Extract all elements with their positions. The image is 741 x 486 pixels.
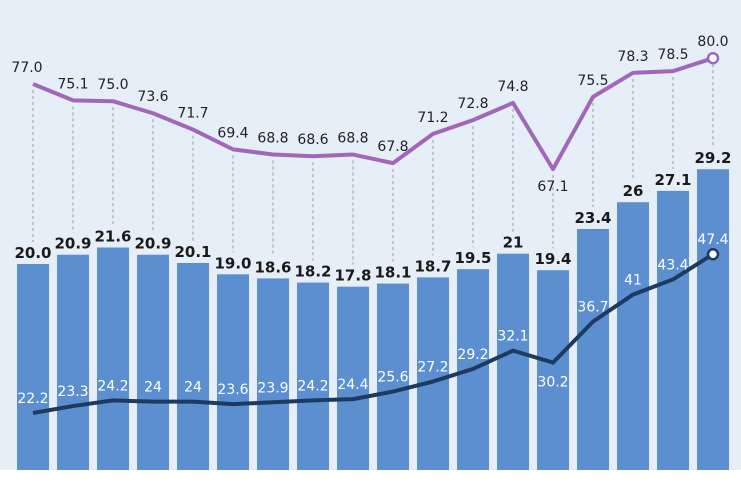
- bottom-line: [32, 252, 715, 415]
- bar-value-label: 18.7: [414, 257, 451, 275]
- bar-value-label: 27.1: [654, 171, 691, 189]
- bar: [297, 282, 329, 470]
- top-line-label: 77.0: [11, 60, 42, 76]
- top-line-label: 68.8: [257, 131, 288, 147]
- bar-value-label: 20.9: [54, 235, 91, 253]
- bottom-line-label: 24.2: [97, 378, 128, 394]
- bottom-line-label: 30.2: [537, 375, 568, 391]
- bar: [497, 253, 529, 470]
- bottom-line-label: 24.4: [337, 377, 368, 393]
- bar-value-label: 19.0: [214, 254, 251, 272]
- bottom-line-label: 36.7: [577, 300, 608, 316]
- top-line-label: 75.1: [57, 76, 88, 92]
- bottom-line-label: 43.4: [657, 257, 688, 273]
- bar-value-label: 17.8: [334, 267, 371, 285]
- top-line-label: 71.2: [417, 110, 448, 126]
- bar: [337, 286, 369, 470]
- bar-value-label: 23.4: [574, 209, 611, 227]
- bottom-line-label: 23.3: [57, 384, 88, 400]
- bottom-line-label: 23.9: [257, 380, 288, 396]
- bar: [377, 283, 409, 470]
- bar-value-label: 26: [623, 182, 644, 200]
- bar-value-label: 18.2: [294, 263, 331, 281]
- bottom-line-label: 47.4: [697, 232, 728, 248]
- bar-value-label: 20.1: [174, 243, 211, 261]
- top-line-label: 80.0: [697, 34, 728, 50]
- top-line-label: 71.7: [177, 106, 208, 122]
- bar: [57, 254, 89, 470]
- bar: [17, 264, 49, 470]
- bar: [257, 278, 289, 470]
- top-line-label: 78.5: [657, 47, 688, 63]
- bar-value-label: 21: [503, 234, 524, 252]
- top-line-end-marker: [706, 51, 720, 65]
- bar-value-label: 29.2: [694, 149, 731, 167]
- bar: [217, 274, 249, 470]
- bottom-line-label: 29.2: [457, 347, 488, 363]
- bottom-line-label: 22.2: [17, 391, 48, 407]
- top-line-label: 75.5: [577, 73, 608, 89]
- bar: [177, 262, 209, 470]
- bottom-line-label: 41: [624, 273, 642, 289]
- bar: [97, 247, 129, 470]
- top-line-label: 78.3: [617, 49, 648, 65]
- bottom-line-label: 24.2: [297, 378, 328, 394]
- bar: [577, 228, 609, 470]
- top-line-label: 68.8: [337, 131, 368, 147]
- bar: [417, 277, 449, 470]
- bar-value-label: 21.6: [94, 228, 131, 246]
- baseline-strip: [0, 470, 741, 486]
- bar-value-label: 20.9: [134, 235, 171, 253]
- bottom-line-label: 32.1: [497, 329, 528, 345]
- top-line: [32, 56, 714, 172]
- top-line-label: 74.8: [497, 79, 528, 95]
- bottom-line-label: 27.2: [417, 360, 448, 376]
- top-line-label: 67.8: [377, 139, 408, 155]
- bar: [697, 169, 729, 471]
- top-line-label: 67.1: [537, 179, 568, 195]
- bar: [137, 254, 169, 470]
- bottom-line-label: 24: [184, 380, 202, 396]
- bar-value-label: 18.1: [374, 264, 411, 282]
- bar-value-label: 19.5: [454, 249, 491, 267]
- top-line-label: 72.8: [457, 96, 488, 112]
- bar-value-label: 18.6: [254, 258, 291, 276]
- bottom-line-end-marker: [706, 247, 720, 261]
- top-line-label: 68.6: [297, 132, 328, 148]
- top-line-label: 75.0: [97, 77, 128, 93]
- bar: [617, 202, 649, 470]
- bottom-line-label: 24: [144, 380, 162, 396]
- bottom-line-label: 23.6: [217, 382, 248, 398]
- bar: [537, 270, 569, 470]
- bottom-line-label: 25.6: [377, 370, 408, 386]
- bar: [657, 190, 689, 470]
- top-line-label: 69.4: [217, 125, 248, 141]
- bar-value-label: 19.4: [534, 250, 571, 268]
- bar-value-label: 20.0: [14, 244, 51, 262]
- top-line-label: 73.6: [137, 89, 168, 105]
